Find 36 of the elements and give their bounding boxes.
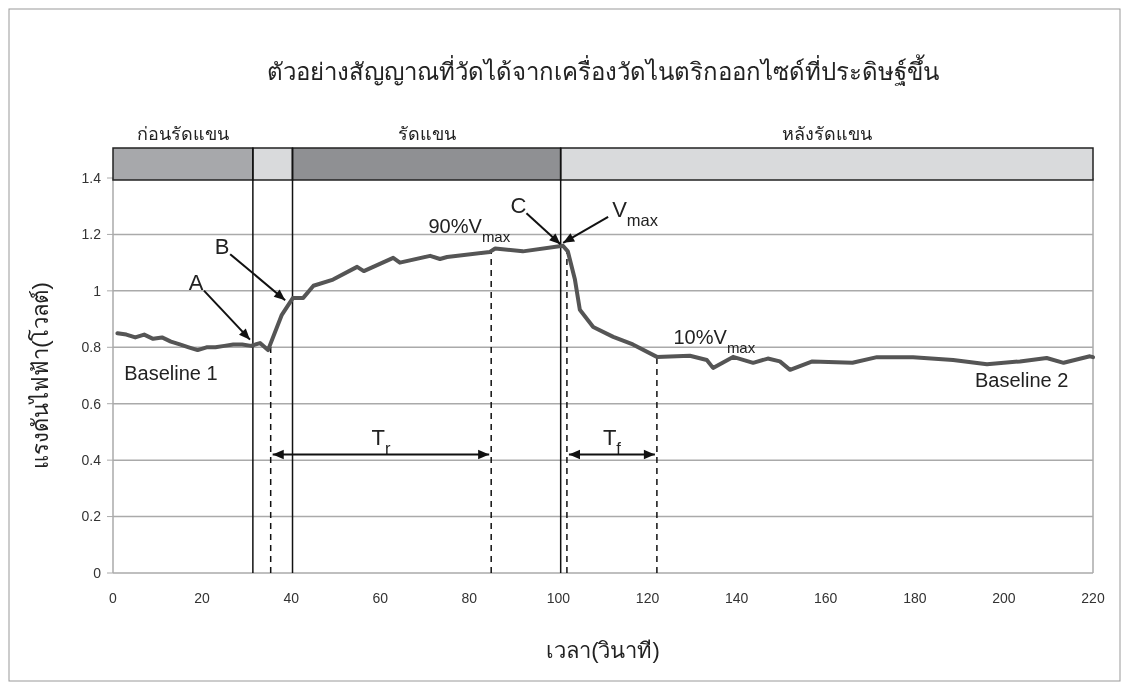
annotation: C [510,192,527,218]
y-tick-label: 0 [93,564,102,581]
annotation: 10%V$_{max}$ [673,326,756,356]
x-tick-label: 40 [283,590,300,606]
y-tick-label: 0.2 [81,508,102,525]
text: หลังรัดแขน [781,124,872,144]
annotation: T$_{r}$ [371,424,391,457]
x-tick-label: 20 [194,590,211,606]
x-axis-title: เวลา(วินาที) [546,638,660,663]
chart-title: ตัวอย่างสัญญาณที่วัดได้จากเครื่องวัดไนตริกออกไซด์ที่ประดิษฐ์ขึ้น [267,54,939,86]
y-axis-title: แรงดันไฟฟ้า(โวลต์) [28,282,53,469]
x-tick-label: 100 [546,590,571,606]
y-tick-label: 1 [93,282,102,299]
annotation: V$_{max}$ [612,196,659,229]
x-tick-label: 220 [1081,590,1105,606]
x-tick-label: 120 [635,590,660,606]
y-tick-label: 0.4 [81,452,102,469]
annotation: T$_{f}$ [602,424,622,457]
annotation: A [188,270,204,296]
y-tick-label: 0.8 [81,339,102,356]
x-tick-label: 60 [372,590,389,606]
annotation: B [214,233,230,259]
text: ก่อนรัดแขน [136,124,229,144]
x-tick-label: 180 [903,590,927,606]
x-tick-label: 140 [724,590,749,606]
x-tick-label: 0 [109,590,118,606]
x-tick-label: 200 [992,590,1016,606]
text: รัดแขน [397,124,456,144]
annotation: Baseline 2 [975,368,1069,391]
annotation: Baseline 1 [124,361,218,384]
x-tick-label: 80 [461,590,478,606]
annotation: 90%V$_{max}$ [428,215,511,245]
y-tick-label: 1.2 [81,226,102,243]
y-tick-label: 0.6 [81,395,102,412]
x-tick-label: 160 [814,590,838,606]
y-tick-label: 1.4 [81,169,102,186]
